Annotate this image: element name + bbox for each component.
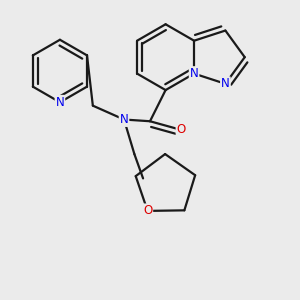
Text: N: N (221, 77, 230, 90)
Text: N: N (190, 67, 199, 80)
Text: O: O (143, 204, 152, 218)
Text: N: N (56, 96, 64, 109)
Text: O: O (177, 123, 186, 136)
Text: N: N (120, 113, 128, 126)
